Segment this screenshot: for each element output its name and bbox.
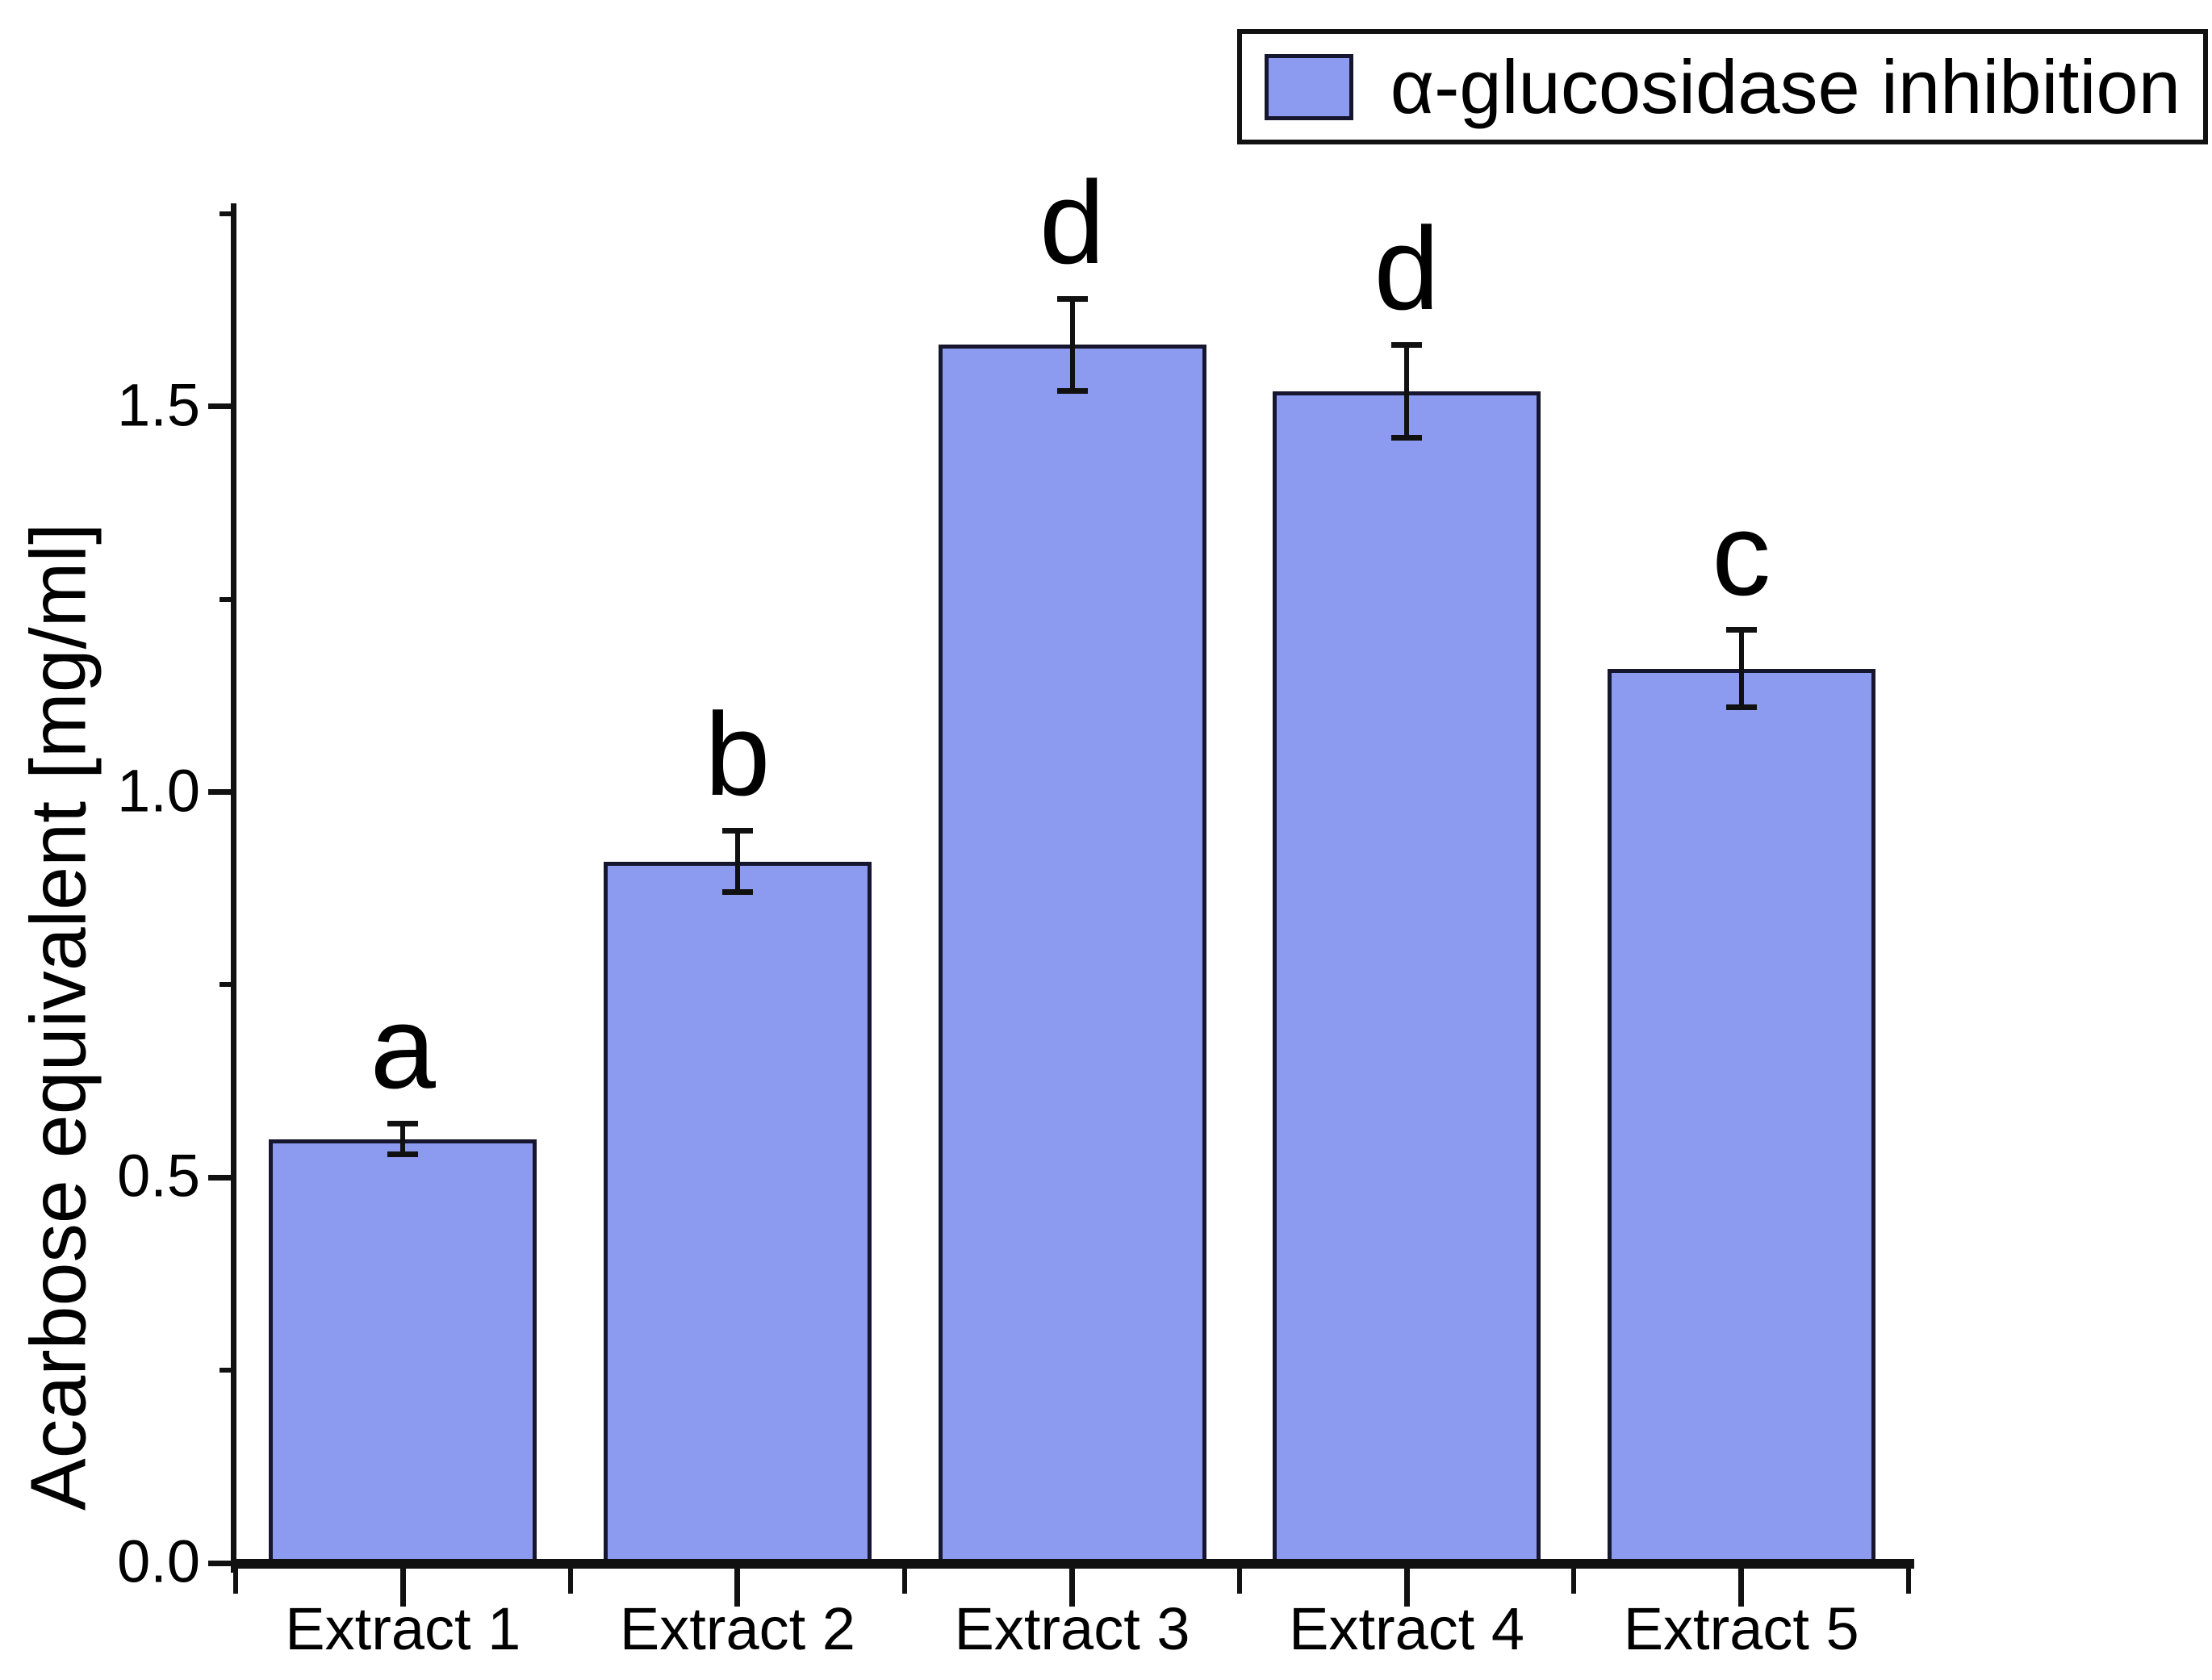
y-minor-tick-1.25 [220, 596, 236, 602]
legend-label: α-glucosidase inhibition [1390, 44, 2181, 129]
y-tick-label-2: 1.0 [117, 757, 200, 825]
x-minor-tick-0 [233, 1566, 238, 1594]
y-minor-tick-1.75 [220, 211, 236, 217]
x-major-tick-2 [734, 1566, 741, 1607]
bar-extract-5 [1607, 668, 1875, 1568]
error-bar-line-4 [1404, 345, 1410, 438]
x-major-tick-4 [1403, 1566, 1410, 1607]
significance-letter-1: a [370, 981, 436, 1114]
x-minor-tick-2 [902, 1566, 908, 1594]
error-bar-line-1 [400, 1123, 406, 1155]
error-bar-cap-top-5 [1725, 627, 1757, 633]
x-major-tick-5 [1738, 1566, 1745, 1607]
y-tick-label-3: 1.5 [117, 371, 200, 439]
x-axis-spine [231, 1559, 1914, 1569]
legend-box: α-glucosidase inhibition [1236, 29, 2208, 145]
significance-letter-4: d [1374, 203, 1440, 335]
x-tick-label-1: Extract 1 [285, 1595, 521, 1662]
x-tick-label-5: Extract 5 [1623, 1595, 1859, 1662]
error-bar-cap-top-2 [721, 827, 753, 834]
x-major-tick-1 [399, 1566, 406, 1607]
significance-letter-2: b [705, 688, 771, 821]
x-tick-label-3: Extract 3 [954, 1595, 1190, 1662]
error-bar-cap-bottom-4 [1391, 434, 1423, 441]
y-minor-tick-0.75 [220, 982, 236, 988]
bar-extract-2 [603, 861, 872, 1568]
x-minor-tick-1 [567, 1566, 573, 1594]
error-bar-line-3 [1069, 299, 1075, 391]
y-major-tick-1 [208, 1174, 236, 1181]
significance-letter-5: c [1712, 487, 1771, 620]
y-tick-label-1: 0.5 [117, 1142, 200, 1210]
x-minor-tick-5 [1906, 1566, 1911, 1594]
y-tick-label-0: 0.0 [117, 1527, 200, 1595]
error-bar-cap-bottom-3 [1056, 388, 1088, 395]
error-bar-line-2 [734, 830, 740, 892]
y-axis-title: Acarbose equivalent [mg/ml] [14, 523, 102, 1511]
x-major-tick-3 [1069, 1566, 1075, 1607]
error-bar-cap-top-1 [387, 1120, 419, 1126]
error-bar-cap-top-4 [1391, 341, 1423, 348]
error-bar-cap-top-3 [1056, 295, 1088, 302]
error-bar-line-5 [1738, 629, 1744, 708]
error-bar-cap-bottom-2 [721, 889, 753, 896]
y-major-tick-2 [208, 789, 236, 796]
legend-swatch [1264, 53, 1353, 120]
bar-extract-3 [938, 345, 1206, 1568]
y-minor-tick-0.25 [220, 1368, 236, 1373]
significance-letter-3: d [1039, 157, 1106, 289]
bar-extract-4 [1273, 391, 1541, 1568]
x-minor-tick-3 [1236, 1566, 1242, 1594]
x-tick-label-2: Extract 2 [619, 1595, 855, 1662]
y-major-tick-0 [208, 1560, 236, 1566]
y-axis-spine [231, 203, 236, 1573]
x-minor-tick-4 [1571, 1566, 1577, 1594]
error-bar-cap-bottom-5 [1725, 704, 1757, 710]
error-bar-cap-bottom-1 [387, 1151, 419, 1158]
x-tick-label-4: Extract 4 [1289, 1595, 1525, 1662]
bar-extract-1 [269, 1139, 537, 1568]
y-major-tick-3 [208, 403, 236, 410]
